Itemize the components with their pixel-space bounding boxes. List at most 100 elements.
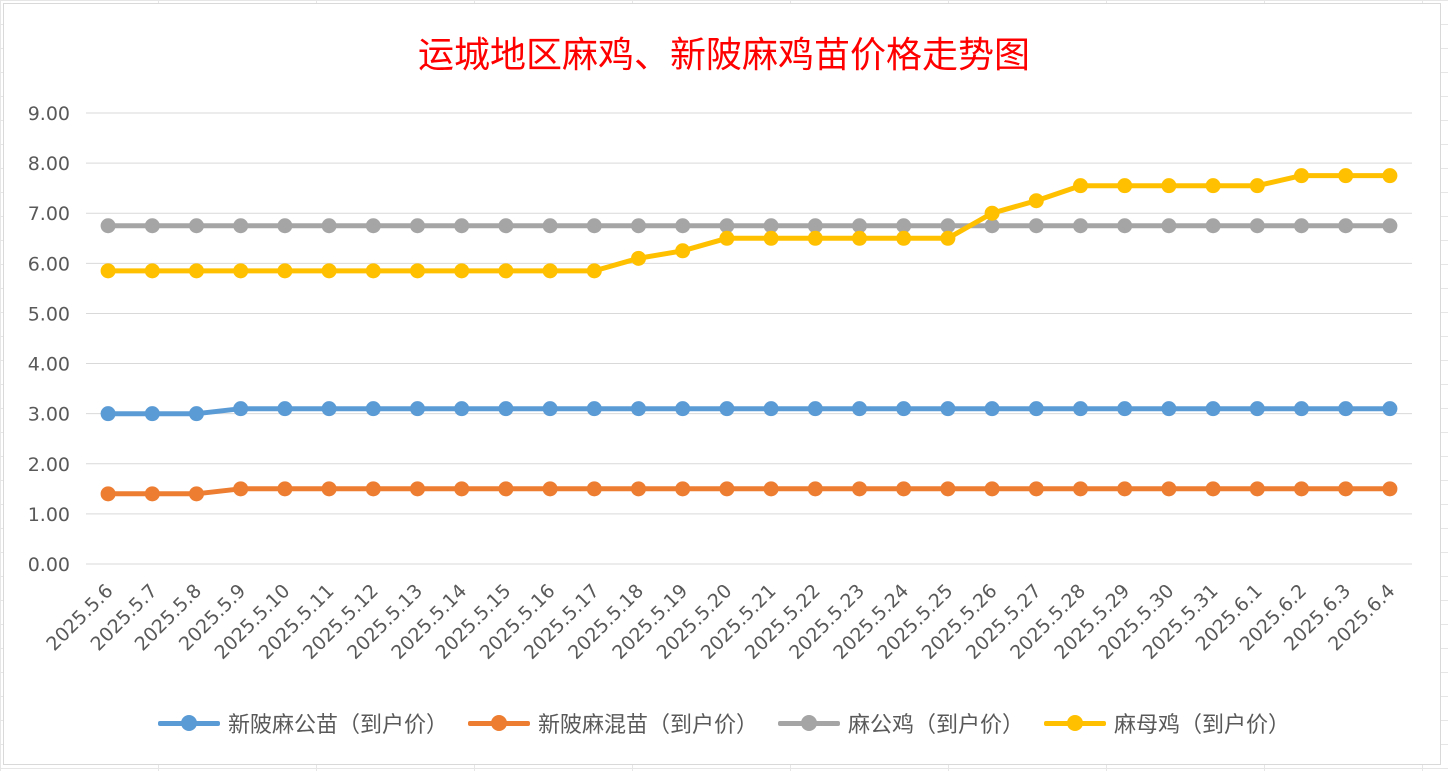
- data-point[interactable]: [410, 401, 425, 417]
- data-point[interactable]: [896, 230, 912, 246]
- data-point[interactable]: [189, 218, 204, 234]
- data-point[interactable]: [233, 481, 249, 497]
- data-point[interactable]: [1338, 401, 1354, 417]
- data-point[interactable]: [896, 481, 912, 497]
- data-point[interactable]: [1249, 401, 1265, 417]
- data-point[interactable]: [852, 401, 867, 417]
- data-point[interactable]: [1205, 481, 1221, 497]
- data-point[interactable]: [410, 263, 425, 279]
- data-point[interactable]: [189, 486, 204, 502]
- data-point[interactable]: [542, 401, 558, 417]
- data-point[interactable]: [896, 218, 912, 234]
- data-point[interactable]: [807, 230, 823, 246]
- data-point[interactable]: [631, 401, 646, 417]
- data-point[interactable]: [1338, 218, 1354, 234]
- data-point[interactable]: [233, 218, 249, 234]
- data-point[interactable]: [542, 218, 558, 234]
- data-point[interactable]: [631, 218, 646, 234]
- data-point[interactable]: [410, 481, 425, 497]
- data-point[interactable]: [852, 218, 867, 234]
- data-point[interactable]: [586, 218, 602, 234]
- data-point[interactable]: [1073, 401, 1088, 417]
- data-point[interactable]: [1338, 481, 1354, 497]
- data-point[interactable]: [1294, 401, 1309, 417]
- data-point[interactable]: [1028, 218, 1044, 234]
- data-point[interactable]: [852, 481, 867, 497]
- data-point[interactable]: [1382, 218, 1398, 234]
- data-point[interactable]: [321, 218, 337, 234]
- data-point[interactable]: [365, 218, 381, 234]
- data-point[interactable]: [719, 230, 735, 246]
- data-point[interactable]: [1028, 481, 1044, 497]
- data-point[interactable]: [586, 481, 602, 497]
- data-point[interactable]: [1294, 481, 1309, 497]
- data-point[interactable]: [542, 263, 558, 279]
- data-point[interactable]: [984, 218, 1000, 234]
- data-point[interactable]: [1205, 401, 1221, 417]
- data-point[interactable]: [233, 401, 249, 417]
- data-point[interactable]: [984, 205, 1000, 221]
- data-point[interactable]: [277, 481, 293, 497]
- data-point[interactable]: [144, 486, 160, 502]
- data-point[interactable]: [1249, 218, 1265, 234]
- data-point[interactable]: [321, 401, 337, 417]
- data-point[interactable]: [675, 401, 691, 417]
- legend-item[interactable]: 新陂麻公苗（到户价）: [157, 707, 448, 739]
- data-point[interactable]: [1382, 168, 1398, 184]
- data-point[interactable]: [100, 486, 116, 502]
- data-point[interactable]: [1249, 178, 1265, 194]
- data-point[interactable]: [1117, 178, 1133, 194]
- data-point[interactable]: [277, 401, 293, 417]
- legend-item[interactable]: 麻公鸡（到户价）: [778, 707, 1024, 739]
- data-point[interactable]: [984, 401, 1000, 417]
- data-point[interactable]: [586, 401, 602, 417]
- data-point[interactable]: [940, 230, 956, 246]
- data-point[interactable]: [233, 263, 249, 279]
- data-point[interactable]: [1028, 401, 1044, 417]
- data-point[interactable]: [321, 481, 337, 497]
- data-point[interactable]: [675, 218, 691, 234]
- data-point[interactable]: [940, 481, 956, 497]
- legend-item[interactable]: 新陂麻混苗（到户价）: [467, 707, 758, 739]
- data-point[interactable]: [852, 230, 867, 246]
- data-point[interactable]: [719, 218, 735, 234]
- data-point[interactable]: [498, 263, 514, 279]
- data-point[interactable]: [144, 218, 160, 234]
- data-point[interactable]: [763, 481, 779, 497]
- data-point[interactable]: [321, 263, 337, 279]
- data-point[interactable]: [763, 401, 779, 417]
- data-point[interactable]: [1294, 168, 1309, 184]
- data-point[interactable]: [454, 401, 470, 417]
- data-point[interactable]: [189, 406, 204, 422]
- data-point[interactable]: [1382, 401, 1398, 417]
- data-point[interactable]: [1073, 481, 1088, 497]
- data-point[interactable]: [586, 263, 602, 279]
- data-point[interactable]: [1161, 481, 1177, 497]
- data-point[interactable]: [675, 243, 691, 259]
- data-point[interactable]: [1161, 401, 1177, 417]
- data-point[interactable]: [277, 263, 293, 279]
- data-point[interactable]: [1205, 218, 1221, 234]
- data-point[interactable]: [940, 401, 956, 417]
- data-point[interactable]: [189, 263, 204, 279]
- data-point[interactable]: [100, 263, 116, 279]
- data-point[interactable]: [675, 481, 691, 497]
- data-point[interactable]: [454, 218, 470, 234]
- data-point[interactable]: [1161, 178, 1177, 194]
- data-point[interactable]: [144, 263, 160, 279]
- data-point[interactable]: [1294, 218, 1309, 234]
- data-point[interactable]: [940, 218, 956, 234]
- data-point[interactable]: [1382, 481, 1398, 497]
- data-point[interactable]: [631, 250, 646, 266]
- data-point[interactable]: [410, 218, 425, 234]
- data-point[interactable]: [144, 406, 160, 422]
- data-point[interactable]: [807, 481, 823, 497]
- data-point[interactable]: [896, 401, 912, 417]
- data-point[interactable]: [100, 406, 116, 422]
- data-point[interactable]: [1117, 218, 1133, 234]
- data-point[interactable]: [454, 263, 470, 279]
- data-point[interactable]: [1073, 178, 1088, 194]
- data-point[interactable]: [807, 401, 823, 417]
- data-point[interactable]: [1249, 481, 1265, 497]
- data-point[interactable]: [719, 401, 735, 417]
